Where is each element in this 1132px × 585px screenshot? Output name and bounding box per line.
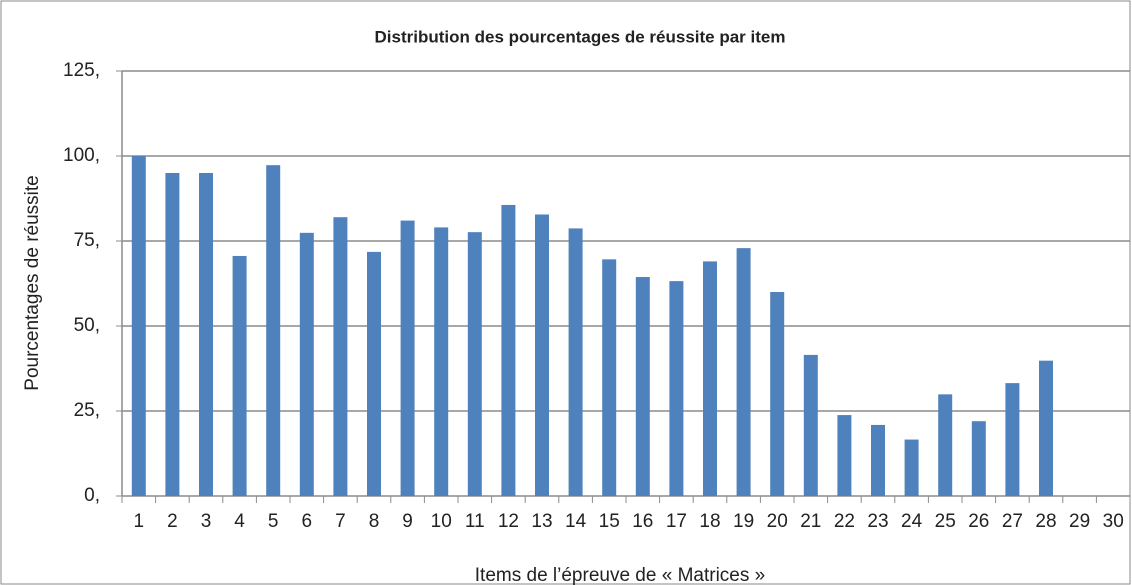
x-tick-label: 28 [1035,511,1056,532]
x-tick-label: 16 [632,511,653,532]
bar [501,204,516,496]
x-tick-label: 30 [1103,511,1124,532]
y-tick-label: 75, [74,230,100,251]
bar [703,261,717,496]
x-tick-label: 26 [968,511,989,532]
bar [770,292,785,496]
bar [602,259,617,496]
chart-title: Distribution des pourcentages de réussit… [375,27,786,46]
bar [1005,383,1020,496]
bar [467,232,482,496]
x-axis-label: Items de l’épreuve de « Matrices » [475,565,765,585]
x-tick-label: 15 [599,511,620,532]
x-tick-label: 7 [335,511,346,532]
x-tick-label: 9 [402,511,413,532]
bar [434,227,449,496]
bar [971,421,986,496]
bar [803,354,818,496]
bar [333,217,348,496]
x-tick-label: 19 [733,511,754,532]
x-tick-label: 22 [834,511,855,532]
x-tick-label: 29 [1069,511,1090,532]
bar [535,214,549,497]
bar [266,165,281,496]
x-tick-label: 8 [369,511,380,532]
bar [871,424,885,496]
bar [367,251,381,496]
x-tick-label: 10 [431,511,452,532]
y-axis-label: Pourcentages de réussite [22,175,43,390]
x-tick-label: 4 [234,511,245,532]
x-tick-label: 11 [465,511,485,532]
x-tick-label: 2 [167,511,178,532]
x-tick-label: 20 [767,511,788,532]
bar [736,248,751,496]
x-tick-label: 6 [302,511,313,532]
x-tick-label: 1 [134,511,145,532]
bar [669,281,684,496]
x-tick-label: 5 [268,511,279,532]
bar [568,228,583,497]
y-tick-label: 25, [74,400,100,421]
bar [837,415,852,496]
x-tick-label: 14 [565,511,587,532]
x-tick-label: 3 [201,511,212,532]
x-tick-label: 21 [800,511,821,532]
bar [1039,360,1053,496]
bar [165,173,180,496]
x-tick-label: 23 [867,511,888,532]
x-tick-label: 25 [935,511,956,532]
x-tick-label: 18 [699,511,720,532]
x-tick-label: 27 [1002,511,1023,532]
y-tick-label: 125, [63,60,100,81]
x-tick-label: 24 [901,511,923,532]
x-tick-label: 17 [666,511,687,532]
y-tick-label: 100, [63,145,100,166]
bar [904,439,919,496]
bar [400,220,415,496]
bar [232,255,247,496]
y-tick-label: 0, [84,485,100,506]
bar [299,232,314,496]
bar [199,173,213,496]
bar [938,394,953,496]
x-tick-label: 13 [531,511,552,532]
x-tick-label: 12 [498,511,519,532]
y-tick-label: 50, [74,315,100,336]
bar [131,156,146,496]
bar [635,277,650,496]
